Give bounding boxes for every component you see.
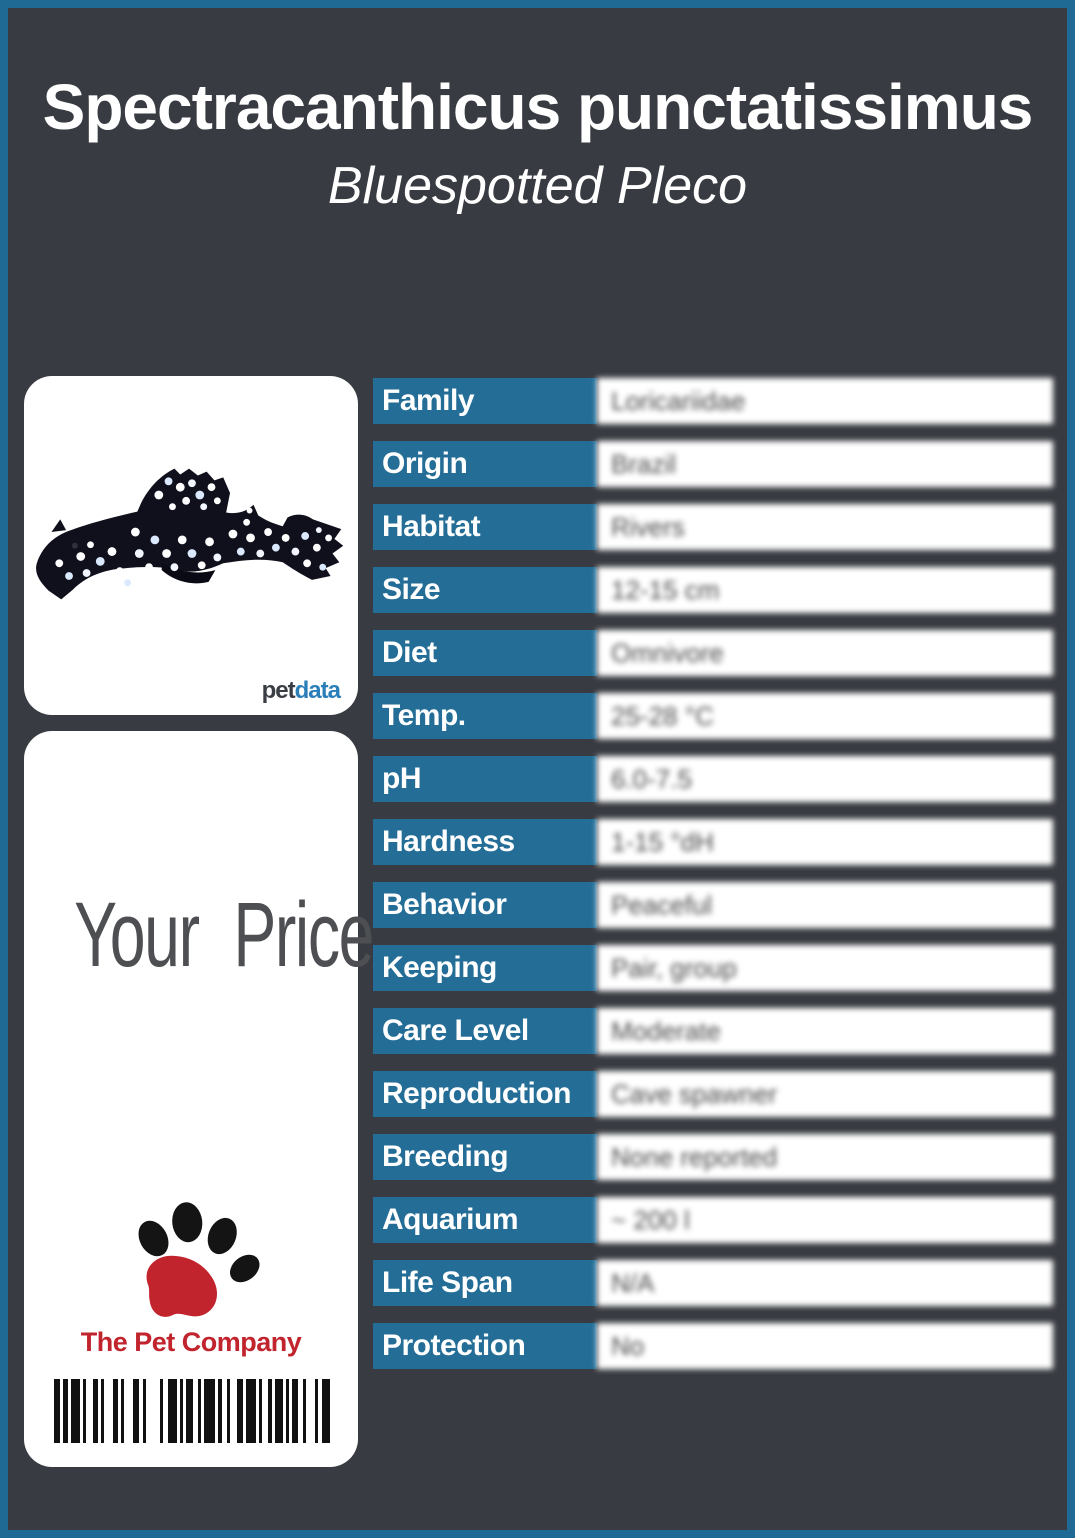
spec-value: 6.0-7.5 — [597, 756, 1053, 802]
spec-value: Loricariidae — [597, 378, 1053, 424]
fish-photo — [36, 468, 344, 600]
spec-value: Peaceful — [597, 882, 1053, 928]
barcode — [54, 1379, 330, 1443]
spec-value: None reported — [597, 1134, 1053, 1180]
paw-print-icon — [138, 1202, 260, 1317]
spec-row: Reproduction Cave spawner — [373, 1071, 1053, 1117]
spec-row: Hardness 1-15 °dH — [373, 819, 1053, 865]
common-name: Bluespotted Pleco — [327, 157, 748, 216]
spec-row: Keeping Pair, group — [373, 945, 1053, 991]
spec-label: Protection — [373, 1323, 597, 1369]
header: Spectracanthicus punctatissimus Bluespot… — [8, 72, 1067, 216]
spec-label: Life Span — [373, 1260, 597, 1306]
spec-row: Aquarium ~ 200 l — [373, 1197, 1053, 1243]
spec-label: Temp. — [373, 693, 597, 739]
spec-label: Keeping — [373, 945, 597, 991]
spec-label: Behavior — [373, 882, 597, 928]
spec-row: Behavior Peaceful — [373, 882, 1053, 928]
spec-row: pH 6.0-7.5 — [373, 756, 1053, 802]
spec-label: Care Level — [373, 1008, 597, 1054]
spec-row: Temp. 25-28 °C — [373, 693, 1053, 739]
spec-row: Origin Brazil — [373, 441, 1053, 487]
spec-value: Omnivore — [597, 630, 1053, 676]
spec-label: Habitat — [373, 504, 597, 550]
spec-row: Size 12-15 cm — [373, 567, 1053, 613]
company-name: The Pet Company — [80, 1327, 302, 1357]
spec-row: Habitat Rivers — [373, 504, 1053, 550]
spec-value: Rivers — [597, 504, 1053, 550]
spec-value: No — [597, 1323, 1053, 1369]
petdata-logo: petdata — [261, 677, 341, 705]
spec-label: Origin — [373, 441, 597, 487]
price-card: Your Price The Pet Company — [24, 731, 374, 1467]
spec-value: 25-28 °C — [597, 693, 1053, 739]
spec-value: 12-15 cm — [597, 567, 1053, 613]
spec-row: Protection No — [373, 1323, 1053, 1369]
spec-row: Life Span N/A — [373, 1260, 1053, 1306]
spec-row: Breeding None reported — [373, 1134, 1053, 1180]
spec-label: Family — [373, 378, 597, 424]
spec-label: Hardness — [373, 819, 597, 865]
spec-label: Aquarium — [373, 1197, 597, 1243]
spec-label: Size — [373, 567, 597, 613]
spec-row: Care Level Moderate — [373, 1008, 1053, 1054]
spec-value: ~ 200 l — [597, 1197, 1053, 1243]
spec-label: Reproduction — [373, 1071, 597, 1117]
spec-value: Cave spawner — [597, 1071, 1053, 1117]
spec-value: Brazil — [597, 441, 1053, 487]
scientific-name: Spectracanthicus punctatissimus — [42, 71, 1034, 143]
spec-row: Family Loricariidae — [373, 378, 1053, 424]
petdata-logo-data: data — [294, 677, 341, 704]
spec-value: Moderate — [597, 1008, 1053, 1054]
price-label: Your Price — [74, 884, 374, 986]
spec-value: 1-15 °dH — [597, 819, 1053, 865]
spec-row: Diet Omnivore — [373, 630, 1053, 676]
spec-label: Diet — [373, 630, 597, 676]
spec-value: Pair, group — [597, 945, 1053, 991]
spec-table: Family Loricariidae Origin Brazil Habita… — [373, 378, 1053, 1386]
petdata-logo-pet: pet — [261, 677, 296, 704]
photo-card: petdata — [24, 376, 358, 715]
spec-label: pH — [373, 756, 597, 802]
spec-label: Breeding — [373, 1134, 597, 1180]
spec-value: N/A — [597, 1260, 1053, 1306]
